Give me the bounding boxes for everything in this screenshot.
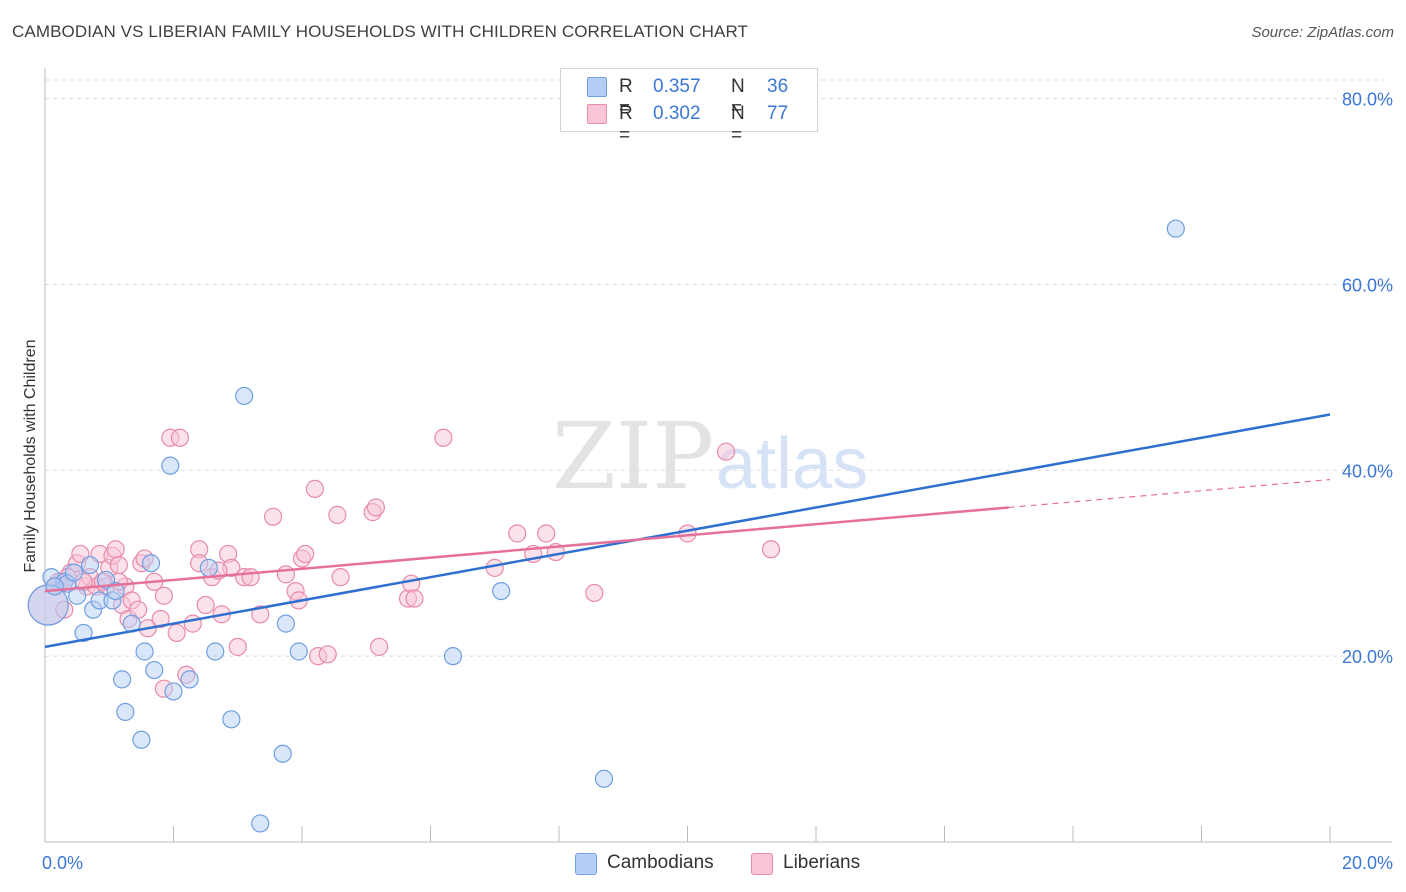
cambodian-point	[199, 558, 218, 577]
liberian-point	[305, 479, 324, 498]
chart-title: CAMBODIAN VS LIBERIAN FAMILY HOUSEHOLDS …	[12, 22, 749, 41]
liberian-point	[434, 428, 453, 447]
y-tick-label: 20.0%	[1342, 647, 1393, 667]
liberian-point	[402, 574, 421, 593]
legend-n-label: N =	[731, 103, 745, 146]
legend-n-value: 36	[767, 76, 789, 97]
bottom-legend-swatch-pink	[751, 853, 773, 875]
cambodian-point	[74, 623, 93, 643]
cambodian-point	[132, 730, 151, 749]
liberian-point	[151, 609, 170, 629]
liberian-point	[296, 544, 315, 564]
bottom-legend-label: Cambodians	[607, 852, 714, 873]
liberian-trend-extension	[1008, 478, 1331, 509]
cambodian-point	[206, 642, 225, 661]
liberian-point	[154, 586, 173, 605]
cambodian-point	[145, 660, 164, 680]
points-layer	[27, 219, 1185, 833]
liberian-point	[585, 583, 604, 603]
cambodian-point	[289, 642, 308, 661]
liberian-point	[761, 540, 781, 559]
y-axis-label: Family Households with Children	[22, 340, 39, 573]
liberian-point	[678, 524, 697, 543]
x-tick-label: 0.0%	[42, 853, 83, 873]
legend-box: R = 0.357 N = 36 R = 0.302 N = 77	[560, 68, 818, 146]
liberian-point	[183, 614, 202, 633]
legend-swatch-blue	[587, 77, 607, 97]
cambodian-point	[64, 563, 84, 582]
cambodian-point	[106, 581, 125, 601]
x-tick-label: 20.0%	[1342, 853, 1393, 873]
liberian-point	[109, 555, 128, 575]
y-tick-label: 60.0%	[1342, 275, 1393, 295]
legend-r-label: R =	[619, 76, 633, 119]
cambodian-point	[180, 670, 199, 689]
legend-r-label: R =	[619, 103, 633, 146]
liberian-point	[263, 507, 283, 526]
liberian-point	[196, 595, 215, 615]
cambodian-point	[273, 744, 292, 763]
watermark-zip: ZIP	[552, 403, 714, 510]
liberian-point	[508, 524, 527, 543]
liberian-point	[318, 645, 337, 664]
legend-r-value: 0.357	[653, 76, 701, 97]
cambodian-point	[161, 456, 180, 475]
legend-n-label: N =	[731, 76, 745, 119]
liberian-point	[167, 623, 186, 643]
liberian-trend-line	[44, 506, 1009, 593]
cambodian-point	[594, 769, 614, 788]
cambodian-point	[112, 670, 132, 689]
liberian-point	[251, 605, 270, 624]
cambodian-point	[235, 386, 254, 406]
axis-layer: 20.0% 40.0% 60.0% 80.0% 0.0% 20.0%	[42, 68, 1393, 873]
cambodian-point	[1166, 219, 1185, 238]
legend-r-value: 0.302	[653, 103, 701, 124]
cambodian-point	[276, 614, 296, 633]
cambodian-point	[135, 642, 154, 661]
bottom-legend-swatch-blue	[575, 853, 597, 875]
y-tick-label: 80.0%	[1342, 90, 1393, 110]
trend-layer	[44, 413, 1331, 649]
cambodian-point	[45, 577, 64, 596]
cambodian-point	[141, 554, 161, 573]
cambodian-point	[492, 581, 511, 601]
liberian-point	[328, 505, 347, 524]
cambodian-point	[443, 647, 463, 666]
liberian-point	[241, 568, 260, 587]
liberian-point	[405, 589, 424, 608]
cambodian-trend-line	[44, 413, 1331, 649]
liberian-point	[228, 637, 247, 656]
bottom-legend-label: Liberians	[783, 852, 861, 873]
chart-source: Source: ZipAtlas.com	[1251, 24, 1394, 41]
legend-n-value: 77	[767, 103, 789, 124]
cambodian-point	[116, 702, 135, 722]
cambodian-point	[164, 682, 183, 701]
liberian-point	[366, 498, 385, 517]
liberian-point	[106, 540, 125, 559]
liberian-point	[716, 442, 736, 461]
watermark-atlas: atlas	[716, 424, 868, 504]
cambodian-point	[251, 814, 270, 833]
liberian-point	[370, 637, 389, 656]
cambodian-point	[80, 555, 100, 575]
y-tick-label: 40.0%	[1342, 461, 1393, 481]
liberian-point	[331, 568, 350, 587]
watermark: ZIP atlas	[552, 403, 868, 510]
liberian-point	[170, 428, 190, 447]
liberian-point	[537, 524, 556, 543]
legend-swatch-pink	[587, 104, 607, 124]
cambodian-point	[222, 710, 241, 729]
